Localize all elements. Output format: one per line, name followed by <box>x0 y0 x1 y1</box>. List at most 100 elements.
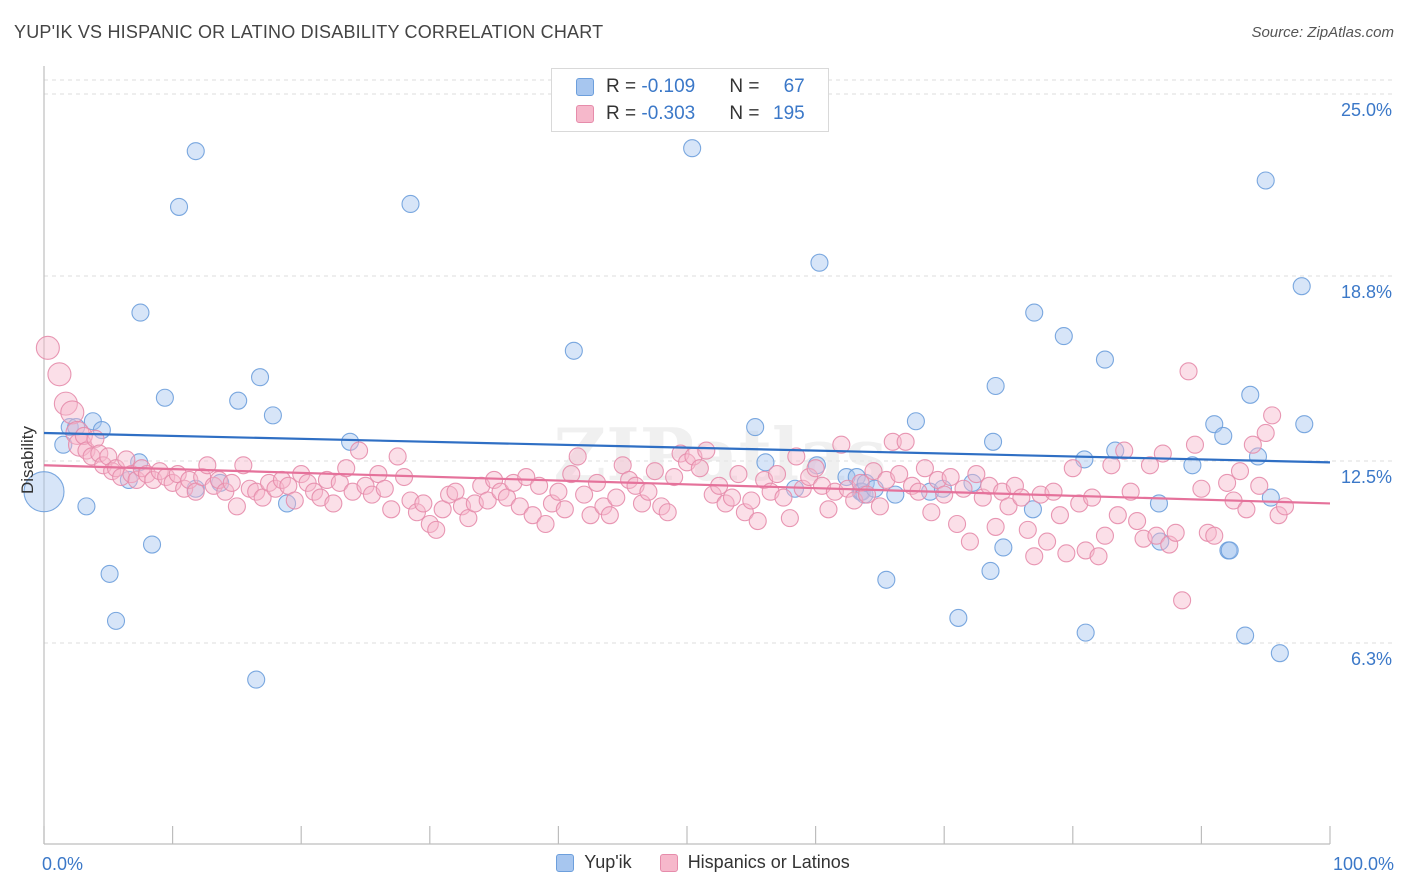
data-point <box>906 412 925 431</box>
data-point <box>562 465 581 484</box>
data-point <box>53 391 78 416</box>
data-point <box>1256 423 1275 443</box>
data-point <box>756 453 775 472</box>
data-point <box>697 441 716 460</box>
data-point <box>665 467 684 487</box>
stats-row-hispanic: R = -0.303 N = 195 <box>576 102 805 126</box>
data-point <box>896 432 915 451</box>
data-point <box>427 520 446 539</box>
legend-label: Hispanics or Latinos <box>687 852 850 872</box>
data-point <box>935 485 954 504</box>
n-label: N = <box>729 103 765 124</box>
data-point <box>375 479 394 498</box>
trend-line <box>43 431 1331 464</box>
data-point <box>832 435 851 454</box>
data-point <box>530 476 549 495</box>
data-point <box>1095 526 1114 545</box>
data-point <box>388 447 407 466</box>
data-point <box>106 611 126 630</box>
y-tick-label: 6.3% <box>1351 649 1392 669</box>
x-tick-label: 100.0% <box>1333 854 1394 874</box>
data-point <box>77 497 96 516</box>
data-point <box>142 535 162 554</box>
data-point <box>915 459 934 478</box>
data-point <box>870 497 889 516</box>
data-point <box>568 447 587 466</box>
data-point <box>949 608 968 627</box>
data-point <box>1147 526 1166 545</box>
data-point <box>229 391 248 410</box>
data-point <box>1054 327 1073 346</box>
data-point <box>35 335 60 360</box>
data-point <box>263 406 282 425</box>
data-point <box>1023 500 1042 519</box>
data-point <box>1241 385 1260 404</box>
data-point <box>819 500 838 519</box>
trend-line <box>43 464 1331 505</box>
tick-labels: 6.3% 12.5% 18.8% 25.0% 0.0% 100.0% <box>42 100 1394 874</box>
data-point <box>742 491 761 510</box>
data-point <box>54 435 73 454</box>
legend-item-yupik[interactable]: Yup'ik <box>556 852 632 873</box>
legend-item-hispanic[interactable]: Hispanics or Latinos <box>659 852 850 873</box>
data-point <box>523 506 542 525</box>
data-point <box>60 418 79 437</box>
data-point <box>517 467 536 487</box>
data-point <box>639 482 658 501</box>
stats-row-yupik: R = -0.109 N = 67 <box>576 75 805 99</box>
data-point <box>1250 476 1269 495</box>
data-point <box>890 465 909 484</box>
data-point <box>1275 497 1295 516</box>
r-value: -0.109 <box>641 76 696 97</box>
data-point <box>1256 171 1275 190</box>
data-point <box>683 139 702 158</box>
data-point <box>967 465 986 484</box>
data-point <box>382 500 401 519</box>
data-point <box>1236 626 1255 645</box>
data-point <box>122 465 141 484</box>
data-point <box>60 400 85 425</box>
data-point <box>986 376 1005 396</box>
data-point <box>994 538 1013 557</box>
data-point <box>954 479 973 498</box>
data-point <box>941 467 960 487</box>
data-point <box>1263 406 1282 425</box>
data-point <box>864 462 883 481</box>
data-point <box>690 459 709 478</box>
series-yupik <box>23 139 1314 689</box>
series-legend: Yup'ik Hispanics or Latinos <box>0 852 1406 873</box>
data-point <box>735 503 754 522</box>
r-label: R = <box>606 76 642 97</box>
data-point <box>999 497 1018 516</box>
data-point <box>748 512 767 531</box>
data-point <box>658 503 677 522</box>
data-point <box>1166 523 1185 542</box>
data-point <box>1115 441 1134 460</box>
data-point <box>948 514 967 534</box>
r-value: -0.303 <box>641 103 696 124</box>
data-point <box>1237 500 1256 519</box>
data-point <box>23 471 65 513</box>
swatch-hispanic <box>576 105 594 123</box>
data-point <box>74 426 93 445</box>
data-point <box>581 506 600 525</box>
data-point <box>1292 277 1311 296</box>
grid-lines <box>44 79 1392 644</box>
data-point <box>877 570 896 589</box>
y-axis-label: Disability <box>18 425 37 495</box>
data-point <box>414 494 433 513</box>
data-point <box>47 362 72 387</box>
data-point <box>981 561 1000 581</box>
data-point <box>100 564 119 583</box>
data-point <box>1295 415 1314 434</box>
data-point <box>1038 532 1057 551</box>
data-point <box>767 465 787 484</box>
n-label: N = <box>729 76 765 97</box>
data-point <box>250 368 270 387</box>
data-point <box>1205 526 1224 545</box>
axes <box>43 66 1331 845</box>
data-point <box>564 341 583 360</box>
data-point <box>1183 456 1202 475</box>
data-point <box>1050 506 1069 525</box>
